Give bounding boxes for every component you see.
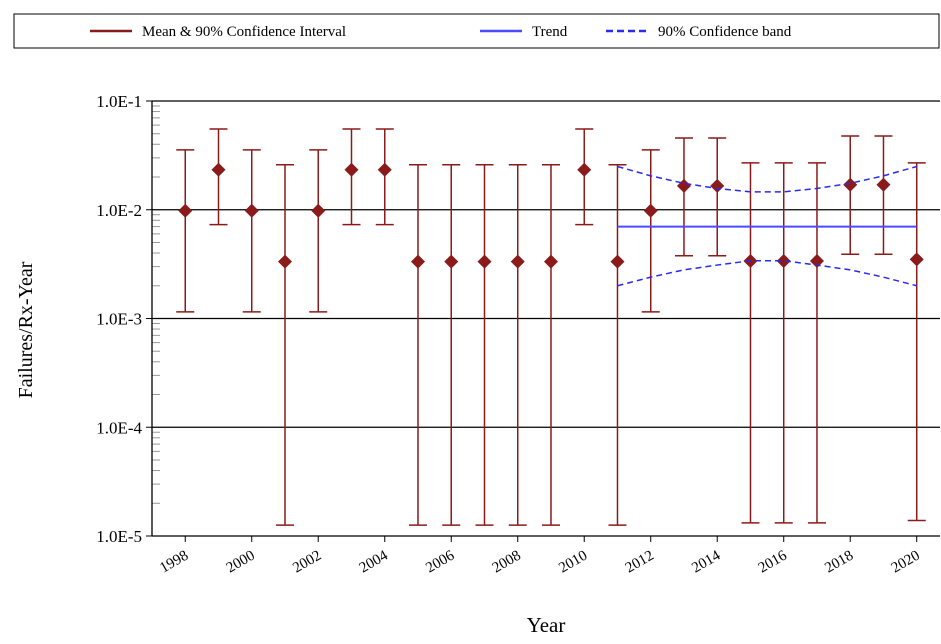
mean-marker <box>344 162 359 177</box>
mean-marker <box>776 253 791 268</box>
x-tick-label: 2020 <box>889 548 923 577</box>
y-tick-label: 1.0E-4 <box>96 418 142 437</box>
mean-marker <box>676 178 691 193</box>
mean-marker <box>710 178 725 193</box>
mean-marker <box>377 162 392 177</box>
x-tick-label: 2008 <box>490 548 524 577</box>
mean-marker <box>909 252 924 267</box>
mean-marker <box>244 203 259 218</box>
mean-marker <box>510 254 525 269</box>
mean-marker <box>876 177 891 192</box>
mean-marker <box>543 254 558 269</box>
y-tick-label: 1.0E-3 <box>96 310 142 329</box>
y-tick-label: 1.0E-5 <box>96 527 142 546</box>
mean-marker <box>211 162 226 177</box>
x-tick-label: 2004 <box>357 547 391 576</box>
mean-marker <box>843 177 858 192</box>
x-tick-label: 2006 <box>423 547 457 576</box>
mean-marker <box>610 254 625 269</box>
mean-marker <box>577 162 592 177</box>
mean-marker <box>410 254 425 269</box>
x-tick-label: 2012 <box>623 548 657 577</box>
mean-marker <box>643 203 658 218</box>
y-axis-label: Failures/Rx-Year <box>15 261 37 398</box>
x-tick-label: 2002 <box>290 548 324 577</box>
x-tick-label: 2010 <box>556 548 590 577</box>
y-tick-label: 1.0E-1 <box>96 92 142 111</box>
x-tick-label: 2018 <box>822 548 856 577</box>
mean-marker <box>178 203 193 218</box>
legend-label: Trend <box>532 24 568 40</box>
x-tick-label: 2000 <box>224 548 258 577</box>
x-axis-label: Year <box>527 613 566 637</box>
legend-label: Mean & 90% Confidence Interval <box>142 24 346 40</box>
y-tick-label: 1.0E-2 <box>96 201 142 220</box>
mean-marker <box>444 254 459 269</box>
legend-label: 90% Confidence band <box>658 24 792 40</box>
mean-marker <box>311 203 326 218</box>
x-tick-label: 1998 <box>157 548 191 577</box>
legend-box <box>13 13 940 49</box>
mean-marker <box>277 254 292 269</box>
x-tick-label: 2016 <box>756 547 790 576</box>
band-upper <box>617 165 917 193</box>
band-lower <box>617 259 917 287</box>
x-tick-label: 2014 <box>689 547 723 576</box>
mean-marker <box>477 254 492 269</box>
mean-marker <box>809 253 824 268</box>
